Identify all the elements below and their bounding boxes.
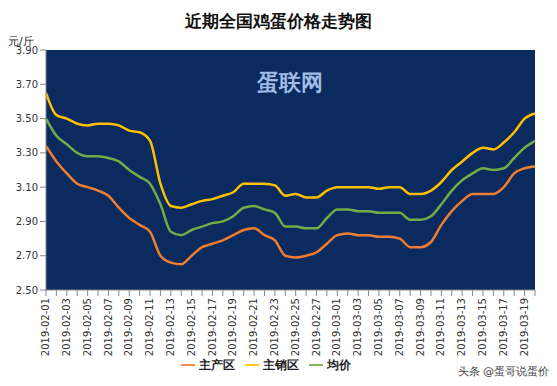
svg-text:2019-02-11: 2019-02-11 (144, 298, 155, 356)
svg-text:2019-03-17: 2019-03-17 (498, 298, 509, 356)
svg-text:2019-02-09: 2019-02-09 (123, 298, 134, 356)
svg-text:3.90: 3.90 (15, 44, 38, 56)
html-text:元/斤: 元/斤 (8, 35, 34, 48)
svg-text:2019-03-07: 2019-03-07 (394, 298, 405, 356)
html-text:主产区: 主产区 (198, 358, 235, 372)
svg-text:2019-03-13: 2019-03-13 (456, 298, 467, 356)
svg-text:2019-03-19: 2019-03-19 (519, 298, 530, 356)
svg-text:2019-02-07: 2019-02-07 (103, 298, 114, 356)
svg-text:2019-03-11: 2019-03-11 (435, 298, 446, 356)
svg-text:2.70: 2.70 (16, 250, 38, 261)
svg-text:2019-02-19: 2019-02-19 (227, 298, 238, 356)
svg-text:3.30: 3.30 (16, 147, 38, 158)
svg-text:2019-03-15: 2019-03-15 (477, 298, 488, 356)
svg-text:2019-03-03: 2019-03-03 (352, 298, 363, 356)
html-text:头条 @蛋哥说蛋价: 头条 @蛋哥说蛋价 (457, 365, 549, 378)
svg-text:2019-02-27: 2019-02-27 (311, 298, 322, 356)
svg-text:2019-02-23: 2019-02-23 (269, 298, 280, 356)
svg-text:2.90: 2.90 (16, 216, 38, 227)
html-text:均价: 均价 (326, 358, 351, 372)
svg-text:2019-02-03: 2019-02-03 (61, 298, 72, 356)
svg-text:2019-02-05: 2019-02-05 (82, 298, 93, 356)
html-text:蛋联网: 蛋联网 (257, 70, 323, 95)
svg-text:2019-03-01: 2019-03-01 (331, 298, 342, 356)
html-text:近期全国鸡蛋价格走势图: 近期全国鸡蛋价格走势图 (185, 11, 372, 31)
svg-text:2019-02-21: 2019-02-21 (248, 298, 259, 356)
html-text:主销区: 主销区 (262, 358, 299, 372)
svg-text:3.50: 3.50 (16, 113, 38, 124)
svg-text:2019-03-05: 2019-03-05 (373, 298, 384, 356)
svg-text:3.70: 3.70 (16, 79, 38, 90)
svg-text:2019-02-13: 2019-02-13 (165, 298, 176, 356)
svg-text:3.10: 3.10 (16, 182, 38, 193)
svg-text:2.50: 2.50 (16, 285, 38, 296)
svg-text:2019-02-25: 2019-02-25 (290, 298, 301, 356)
svg-text:2019-02-17: 2019-02-17 (207, 298, 218, 356)
svg-text:2019-03-09: 2019-03-09 (415, 298, 426, 356)
svg-text:2019-02-01: 2019-02-01 (40, 298, 51, 356)
svg-text:2019-02-15: 2019-02-15 (186, 298, 197, 356)
